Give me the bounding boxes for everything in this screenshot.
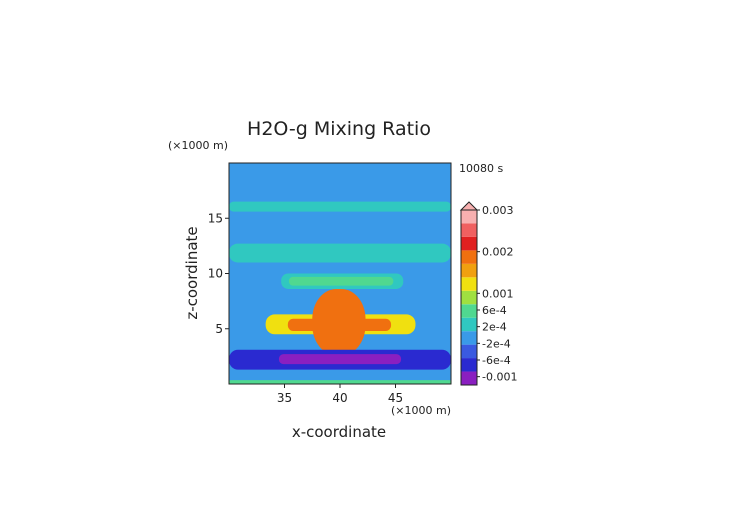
colorbar-segment	[461, 304, 477, 318]
colorbar-segment	[461, 223, 477, 237]
field-anvil-inner	[288, 276, 394, 286]
colorbar-segment	[461, 250, 477, 264]
field-mid-band	[229, 243, 451, 263]
time-label: 10080 s	[459, 162, 503, 175]
colorbar-segment	[461, 371, 477, 385]
x-unit-label: (×1000 m)	[391, 404, 451, 417]
colorbar-tick-label: 0.002	[482, 246, 514, 259]
y-tick-label: 10	[208, 267, 223, 281]
colorbar-segment	[461, 344, 477, 359]
x-tick-label: 40	[332, 391, 347, 405]
y-tick-label: 15	[208, 211, 223, 225]
x-tick-label: 45	[388, 391, 403, 405]
y-axis: 5 10 15	[208, 211, 229, 336]
colorbar-tick-label: -2e-4	[482, 337, 511, 350]
chart-title: H2O-g Mixing Ratio	[247, 118, 431, 140]
colorbar-segment	[461, 290, 477, 305]
colorbar-tick-label: 6e-4	[482, 304, 507, 317]
colorbar-segment	[461, 210, 477, 224]
colorbar-tick-label: 0.003	[482, 204, 514, 217]
x-tick-label: 35	[277, 391, 292, 405]
colorbar-segment	[461, 317, 477, 332]
colorbar-tick-label: 0.001	[482, 287, 514, 300]
plot-area	[229, 163, 451, 384]
y-tick-label: 5	[215, 322, 223, 336]
field-upper-band	[229, 201, 451, 212]
colorbar-segment	[461, 263, 477, 278]
colorbar-segment	[461, 331, 477, 345]
colorbar-segment	[461, 358, 477, 372]
y-axis-label: z-coordinate	[183, 226, 201, 319]
y-unit-label: (×1000 m)	[168, 139, 228, 152]
field-low-dark	[278, 354, 402, 365]
colorbar-max-arrow	[459, 201, 479, 211]
colorbar-frame	[460, 209, 478, 386]
x-axis: 35 40 45	[277, 384, 403, 405]
colorbar-tick-label: -0.001	[482, 371, 517, 384]
colorbar: 0.003 0.002 0.001 6e-4 2e-4 -2e-4 -6e-4 -0.001	[459, 201, 517, 386]
colorbar-tick-label: -6e-4	[482, 354, 511, 367]
colorbar-tick-label: 2e-4	[482, 321, 507, 334]
colorbar-segment	[461, 236, 477, 251]
field-surface-layer	[229, 380, 451, 384]
field-stem	[312, 288, 366, 356]
x-axis-label: x-coordinate	[292, 423, 386, 441]
colorbar-segment	[461, 277, 477, 291]
